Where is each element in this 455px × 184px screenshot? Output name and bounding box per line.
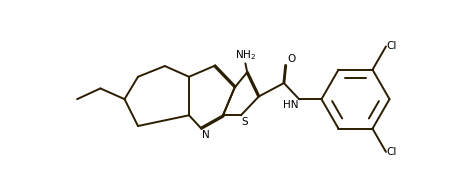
Text: NH$_2$: NH$_2$ (235, 49, 256, 62)
Text: N: N (202, 130, 209, 140)
Text: Cl: Cl (387, 41, 397, 52)
Text: HN: HN (283, 100, 298, 110)
Text: S: S (242, 117, 248, 127)
Text: Cl: Cl (387, 147, 397, 157)
Text: O: O (288, 54, 296, 64)
